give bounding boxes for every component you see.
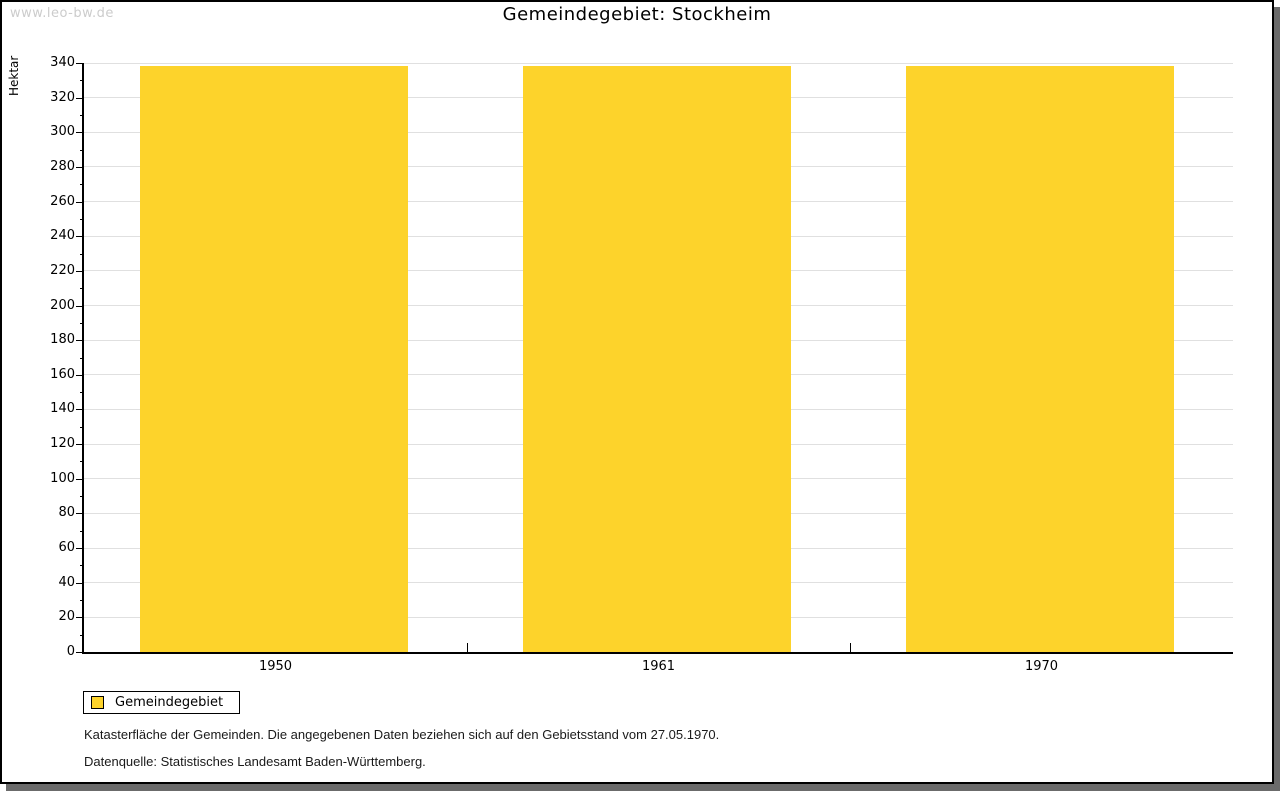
y-tick bbox=[80, 149, 84, 151]
y-tick-label: 340 bbox=[50, 55, 75, 70]
footnote-source-note: Katasterfläche der Gemeinden. Die angege… bbox=[84, 727, 720, 742]
plot-area bbox=[82, 62, 1233, 654]
footnote-data-source: Datenquelle: Statistisches Landesamt Bad… bbox=[84, 754, 426, 769]
y-tick-label: 220 bbox=[50, 262, 75, 278]
y-tick bbox=[80, 634, 84, 636]
y-tick-label: 120 bbox=[50, 436, 75, 452]
y-tick bbox=[80, 392, 84, 394]
y-tick bbox=[76, 478, 84, 480]
y-tick bbox=[76, 132, 84, 134]
x-axis-tick bbox=[850, 643, 851, 652]
y-tick-label: 240 bbox=[50, 228, 75, 244]
y-tick bbox=[76, 270, 84, 272]
y-tick-label: 0 bbox=[66, 644, 75, 659]
y-tick bbox=[80, 565, 84, 567]
y-tick bbox=[80, 218, 84, 220]
y-tick bbox=[76, 340, 84, 342]
bar-1950 bbox=[140, 66, 408, 652]
y-tick bbox=[76, 305, 84, 307]
x-tick-label-1950: 1950 bbox=[258, 659, 293, 674]
watermark: www.leo-bw.de bbox=[10, 6, 114, 21]
y-tick bbox=[76, 236, 84, 238]
legend-label: Gemeindegebiet bbox=[115, 695, 224, 710]
y-tick bbox=[76, 201, 84, 203]
y-tick bbox=[80, 184, 84, 186]
legend-swatch bbox=[91, 696, 104, 709]
y-tick-label: 140 bbox=[50, 401, 75, 417]
y-tick bbox=[76, 166, 84, 168]
y-tick bbox=[80, 322, 84, 324]
y-tick bbox=[80, 114, 84, 116]
y-tick bbox=[76, 617, 84, 619]
gridline bbox=[84, 62, 1233, 64]
y-tick bbox=[80, 496, 84, 498]
y-tick bbox=[76, 548, 84, 550]
y-tick bbox=[80, 253, 84, 255]
chart-title: Gemeindegebiet: Stockheim bbox=[502, 4, 772, 25]
y-tick-label: 300 bbox=[50, 124, 75, 140]
y-tick-label: 80 bbox=[58, 505, 75, 521]
y-tick bbox=[80, 461, 84, 463]
y-tick-label: 20 bbox=[58, 609, 75, 625]
y-tick-label: 60 bbox=[58, 540, 75, 556]
y-tick bbox=[80, 426, 84, 428]
y-tick bbox=[80, 288, 84, 290]
y-tick-label: 40 bbox=[58, 574, 75, 590]
y-tick bbox=[76, 652, 84, 653]
legend: Gemeindegebiet bbox=[83, 691, 241, 714]
bar-1961 bbox=[523, 66, 791, 652]
x-tick-label-1961: 1961 bbox=[641, 659, 676, 674]
y-tick bbox=[80, 530, 84, 532]
y-tick-label: 260 bbox=[50, 193, 75, 209]
y-tick-label: 320 bbox=[50, 89, 75, 105]
y-tick bbox=[76, 513, 84, 515]
y-tick bbox=[76, 97, 84, 99]
y-tick bbox=[80, 357, 84, 359]
y-tick bbox=[76, 63, 84, 64]
x-axis-tick bbox=[467, 643, 468, 652]
y-tick-label: 100 bbox=[50, 470, 75, 486]
y-tick bbox=[76, 374, 84, 376]
y-tick bbox=[76, 582, 84, 584]
y-tick bbox=[80, 600, 84, 602]
y-tick-label: 180 bbox=[50, 332, 75, 348]
y-tick-label: 160 bbox=[50, 366, 75, 382]
y-tick bbox=[76, 409, 84, 411]
y-tick bbox=[76, 444, 84, 446]
bar-1970 bbox=[906, 66, 1174, 652]
y-tick bbox=[80, 80, 84, 82]
x-tick-label-1970: 1970 bbox=[1024, 659, 1059, 674]
y-tick-label: 200 bbox=[50, 297, 75, 313]
y-tick-label: 280 bbox=[50, 158, 75, 174]
